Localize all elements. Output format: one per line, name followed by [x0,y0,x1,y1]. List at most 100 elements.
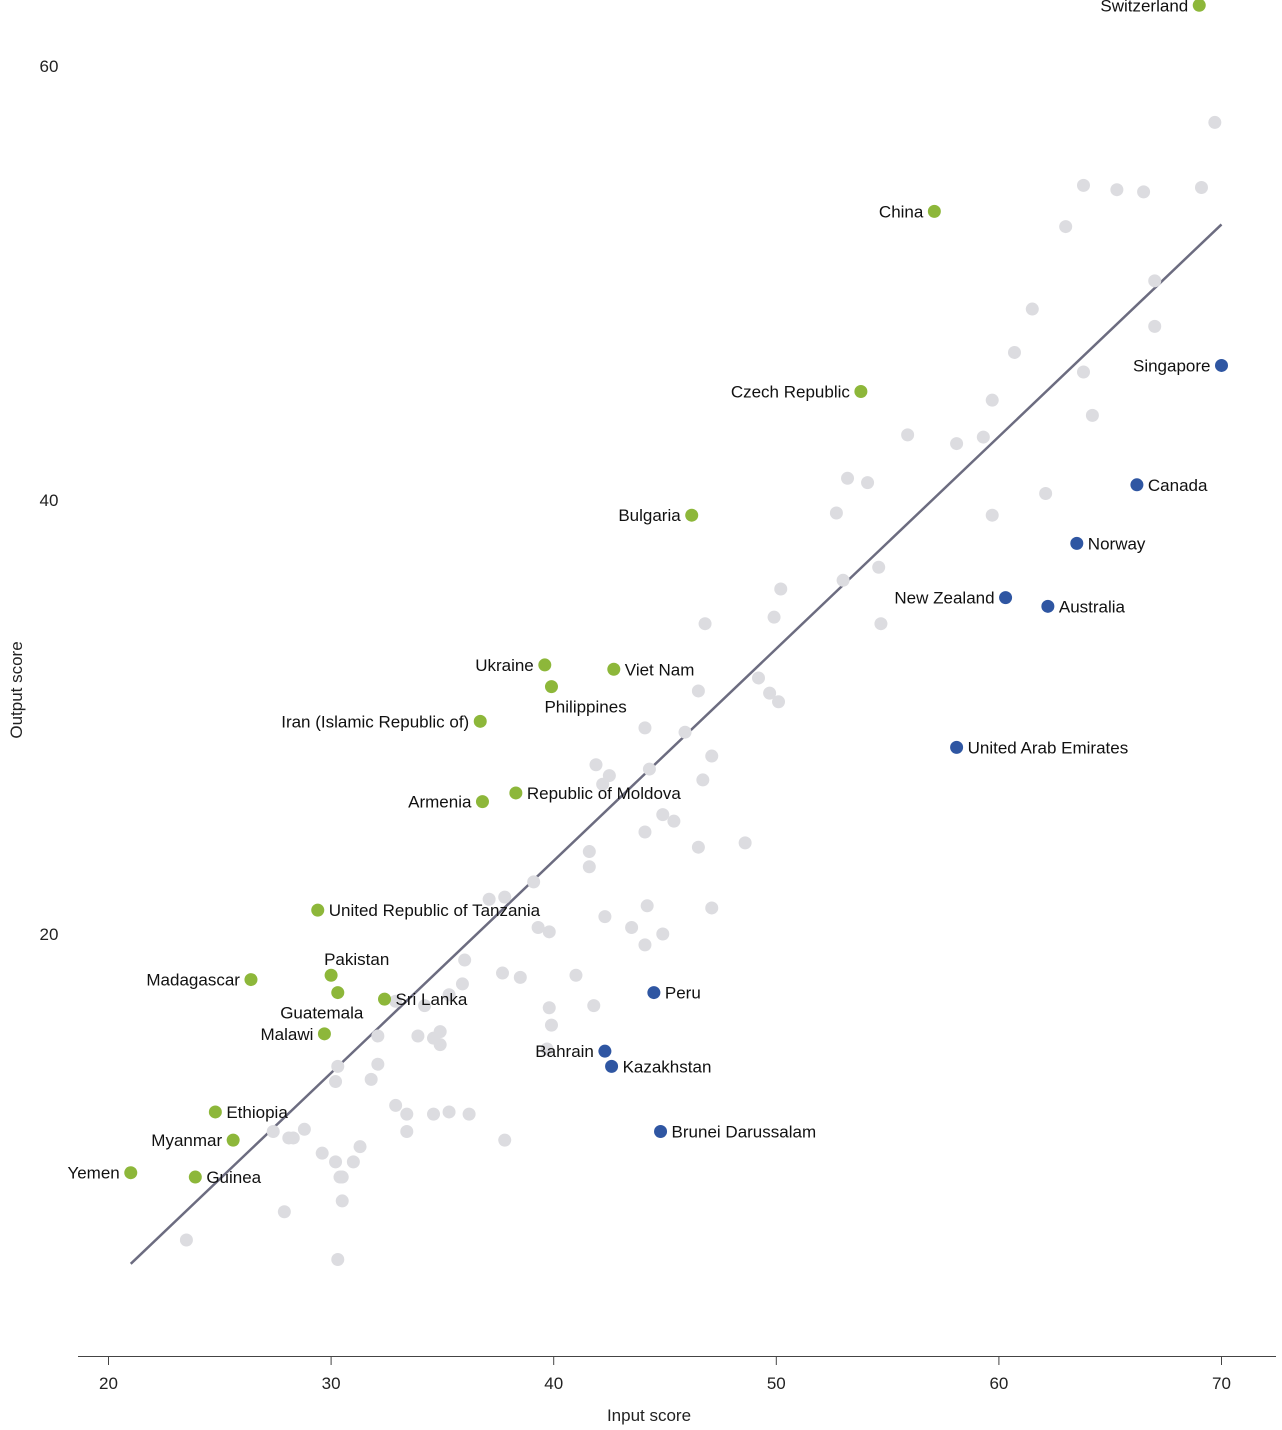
data-point [872,561,885,574]
data-point [587,999,600,1012]
highlighted-point [545,680,558,693]
point-label: Pakistan [324,950,389,969]
data-point [569,969,582,982]
highlighted-point [311,904,324,917]
point-label: Sri Lanka [396,990,468,1009]
data-point [705,901,718,914]
highlighted-point [318,1027,331,1040]
data-point [371,1029,384,1042]
x-tick-label: 70 [1212,1374,1231,1393]
data-point [267,1125,280,1138]
x-tick-label: 30 [322,1374,341,1393]
data-point [463,1108,476,1121]
data-point [1148,274,1161,287]
highlighted-points: SwitzerlandChinaCzech RepublicBulgariaUk… [67,0,1228,1187]
data-point [656,808,669,821]
point-label: Philippines [544,698,626,717]
point-label: Bahrain [535,1042,594,1061]
point-label: Ethiopia [226,1103,288,1122]
highlighted-point [476,795,489,808]
data-point [329,1075,342,1088]
data-point [329,1155,342,1168]
highlighted-point [685,509,698,522]
y-tick-label: 40 [40,491,59,510]
point-label: Viet Nam [625,660,695,679]
data-point [298,1123,311,1136]
data-point [699,617,712,630]
x-axis-title: Input score [607,1406,691,1425]
y-axis: 204060 [40,57,59,944]
data-point [1077,179,1090,192]
highlighted-point [1041,600,1054,613]
data-point [986,509,999,522]
highlighted-point [607,663,620,676]
data-point [1008,346,1021,359]
data-point [1137,185,1150,198]
data-point [496,967,509,980]
data-point [638,721,651,734]
data-point [768,611,781,624]
data-point [365,1073,378,1086]
data-point [977,431,990,444]
x-tick-label: 20 [99,1374,118,1393]
point-label: Armenia [408,793,472,812]
data-point [667,815,680,828]
data-point [331,1253,344,1266]
highlighted-point [1130,478,1143,491]
data-point [458,954,471,967]
highlighted-point [189,1171,202,1184]
data-point [583,860,596,873]
highlighted-point [1070,537,1083,550]
highlighted-point [999,591,1012,604]
point-label: Switzerland [1100,0,1188,15]
data-point [400,1108,413,1121]
data-point [1110,183,1123,196]
highlighted-point [209,1105,222,1118]
data-point [950,437,963,450]
data-point [638,938,651,951]
data-point [696,773,709,786]
data-point [336,1194,349,1207]
data-point [278,1205,291,1218]
data-point [1026,303,1039,316]
highlighted-point [950,741,963,754]
point-label: Yemen [67,1164,119,1183]
point-label: Brunei Darussalam [672,1122,817,1141]
point-label: Malawi [261,1025,314,1044]
data-point [841,472,854,485]
data-point [543,925,556,938]
data-point [434,1038,447,1051]
data-point [347,1155,360,1168]
data-point [456,977,469,990]
data-point [692,841,705,854]
data-point [598,910,611,923]
point-label: Norway [1088,534,1146,553]
data-point [545,1019,558,1032]
x-tick-label: 60 [989,1374,1008,1393]
data-point [901,428,914,441]
data-point [692,684,705,697]
data-point [830,507,843,520]
data-point [1195,181,1208,194]
point-label: Guatemala [280,1004,364,1023]
x-axis: 203040506070 [78,1357,1276,1394]
point-label: Kazakhstan [623,1057,712,1076]
data-point [1208,116,1221,129]
point-label: Madagascar [146,971,240,990]
point-label: Iran (Islamic Republic of) [281,712,469,731]
data-point [389,1099,402,1112]
highlighted-point [124,1166,137,1179]
data-point [498,1134,511,1147]
point-label: Guinea [206,1168,261,1187]
data-point [514,971,527,984]
data-point [772,695,785,708]
point-label: Czech Republic [731,383,851,402]
data-point [752,671,765,684]
data-point [443,1105,456,1118]
highlighted-point [1215,359,1228,372]
point-label: Singapore [1133,356,1211,375]
point-label: Australia [1059,597,1126,616]
point-label: Peru [665,984,701,1003]
highlighted-point [654,1125,667,1138]
data-point [739,836,752,849]
